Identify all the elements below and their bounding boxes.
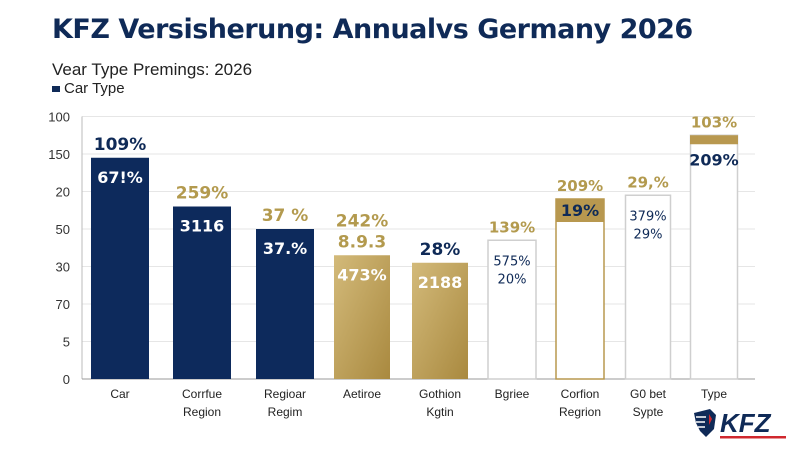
bar [334,255,390,379]
y-tick-label: 100 [48,110,70,125]
data-label-inside: 67!% [97,168,143,187]
data-label-above: 103% [691,113,737,131]
data-label-inside: 20% [498,272,527,287]
data-label-above: 209% [557,177,603,195]
data-label-above: 28% [420,240,461,260]
x-tick-label: Kgtin [426,405,453,419]
data-label-above: 8.9.3 [338,232,386,252]
x-tick-label: Car [110,387,129,401]
y-tick-label: 5 [63,335,70,350]
x-tick-label: Corrfue [182,387,222,401]
y-tick-label: 0 [63,372,70,387]
bar [624,194,672,380]
bar [256,229,314,379]
data-label-inside: 3116 [180,217,225,236]
bar [555,198,605,380]
data-label-inside: 19% [561,201,599,220]
x-tick-label: Sypte [633,405,664,419]
data-label-above: 259% [176,184,229,204]
data-label-inside: 2188 [418,273,463,292]
x-tick-label: G0 bet [630,387,667,401]
bar [173,206,231,379]
legend-label: Car Type [64,80,125,97]
x-tick-label: Regim [268,405,303,419]
data-label-above: 242% [336,211,389,231]
bar-top-band [555,199,605,222]
data-label-above: 109% [94,135,147,155]
x-tick-label: Regrion [559,405,601,419]
x-tick-label: Aetiroe [343,387,381,401]
bar [91,157,149,379]
data-label-inside: 29% [634,227,663,242]
y-tick-label: 150 [48,147,70,162]
legend-swatch [52,85,60,92]
bar [412,262,468,379]
data-label-above: 37 % [262,206,309,226]
x-tick-label: Corfion [561,387,600,401]
data-label-above: 139% [489,218,535,236]
data-label-above: 29,% [627,173,669,191]
y-tick-label: 50 [56,222,70,237]
bar-top-band [690,135,738,145]
y-tick-label: 20 [56,185,70,200]
x-tick-label: Regioar [264,387,306,401]
x-tick-label: Gothion [419,387,461,401]
bar [487,239,537,380]
x-tick-label: Bgriee [495,387,530,401]
legend: Car Type [52,80,125,97]
data-label-inside: 473% [337,265,386,284]
x-tick-label: Type [701,387,727,401]
y-tick-label: 30 [56,260,70,275]
data-label-inside: 379% [629,209,666,224]
eagle-shield-icon: KFZ [694,408,786,439]
x-tick-label: Region [183,405,221,419]
bar [689,134,739,380]
chart-title: KFZ Versisherung: Annualvs Germany 2026 [52,14,693,45]
y-tick-label: 70 [56,297,70,312]
chart-subtitle: Vear Type Premings: 2026 [52,60,253,79]
svg-text:KFZ: KFZ [720,408,772,438]
kfz-logo: KFZ [692,405,787,441]
data-label-inside: 209% [689,150,738,169]
data-label-inside: 575% [493,254,530,269]
data-label-inside: 37.% [263,239,307,258]
